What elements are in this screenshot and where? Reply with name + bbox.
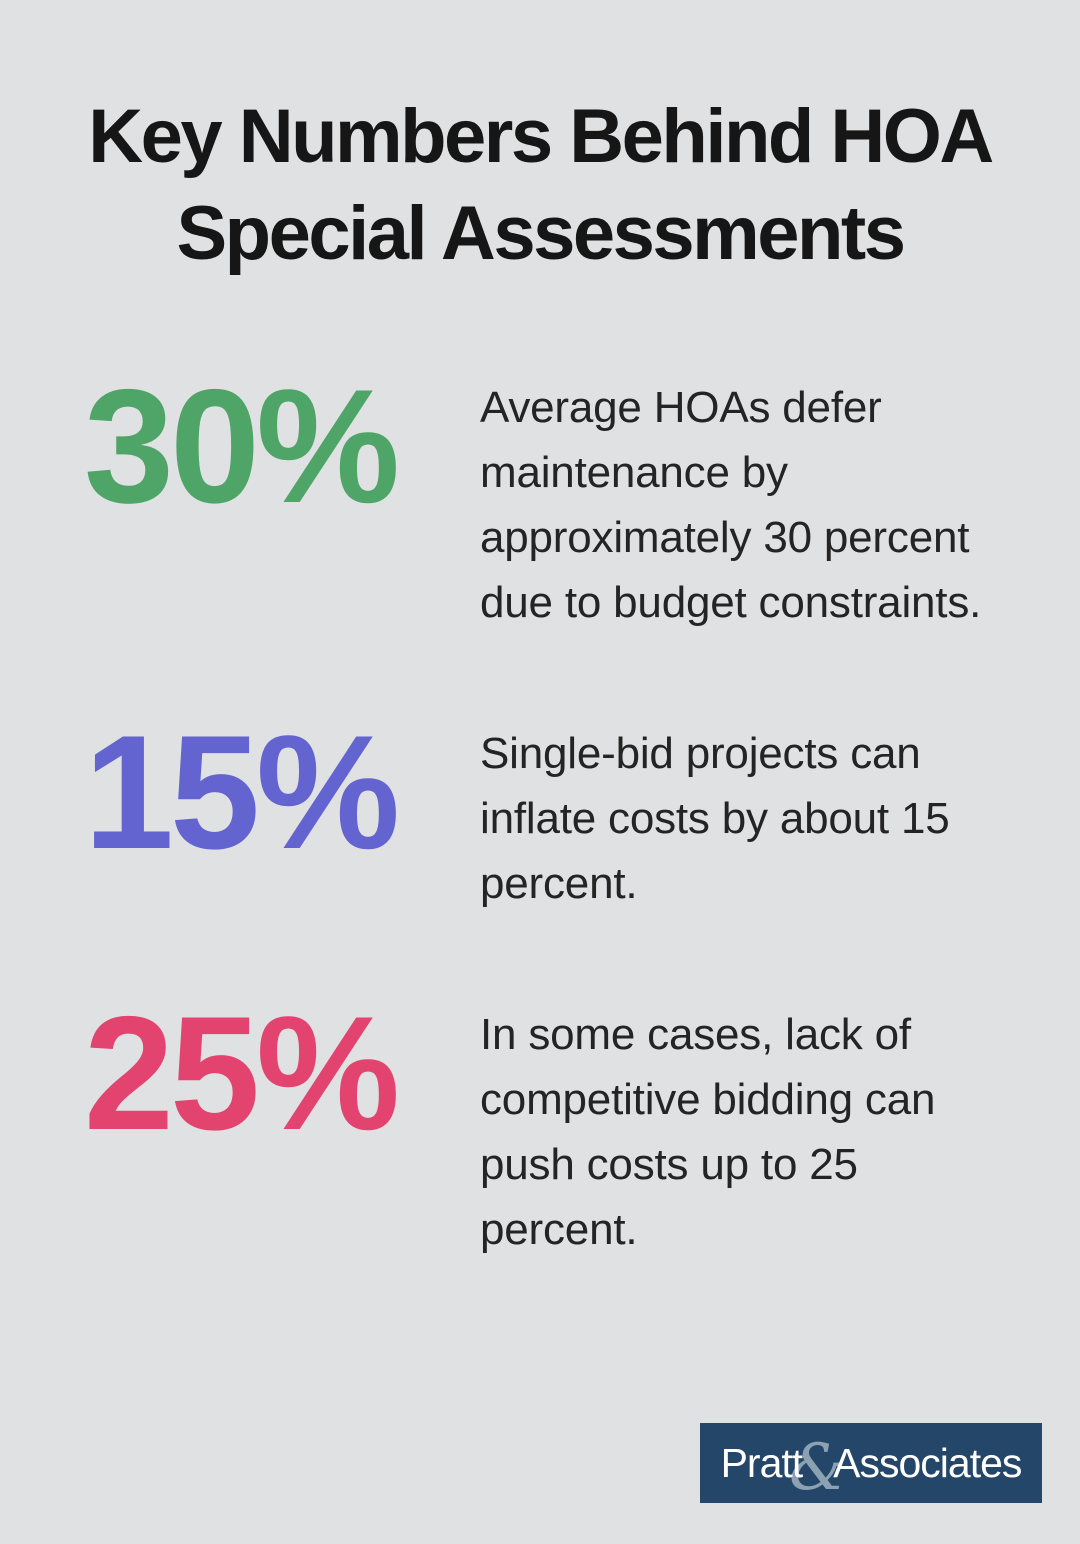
stat-description-competitive-bidding: In some cases, lack of competitive biddi… xyxy=(480,1009,936,1254)
page-title-line-1: Key Numbers Behind HOA xyxy=(88,94,994,179)
stat-description-single-bid: Single-bid projects can inflate costs by… xyxy=(480,728,950,908)
brand-name-right: Associates xyxy=(833,1439,1022,1486)
stat-value-15-percent: 15% xyxy=(83,701,400,883)
stat-row-deferred-maintenance: 30% Average HOAs defer maintenance by ap… xyxy=(0,355,1080,635)
stat-row-single-bid: 15% Single-bid projects can inflate cost… xyxy=(0,701,1080,916)
stat-value-25-percent: 25% xyxy=(83,982,400,1164)
brand-name-left: Pratt xyxy=(720,1439,804,1486)
page-title-line-2: Special Assessments xyxy=(176,191,906,277)
ampersand-script-glyph: & xyxy=(789,1431,847,1505)
stat-value-30-percent: 30% xyxy=(83,355,400,537)
page-title: Key Numbers Behind HOA Special Assessmen… xyxy=(0,88,1080,283)
brand-logo: Pratt & Associates xyxy=(700,1423,1042,1503)
stats-list: 30% Average HOAs defer maintenance by ap… xyxy=(0,355,1080,1262)
stat-description-deferred-maintenance: Average HOAs defer maintenance by approx… xyxy=(480,382,982,627)
stat-row-competitive-bidding: 25% In some cases, lack of competitive b… xyxy=(0,982,1080,1262)
